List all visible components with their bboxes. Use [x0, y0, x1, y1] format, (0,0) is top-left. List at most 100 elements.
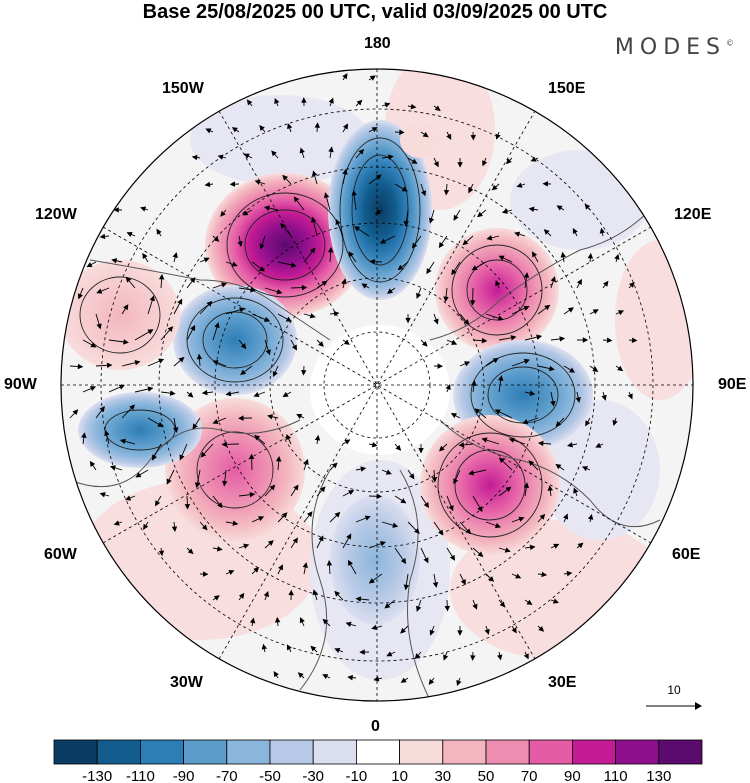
wind-vector-head — [322, 674, 329, 680]
wind-vector-head — [481, 437, 488, 443]
wind-vector-head — [471, 265, 478, 271]
wind-vector-head — [135, 472, 142, 478]
wind-vector-head — [414, 653, 421, 660]
wind-vector-head — [523, 305, 530, 311]
wind-vector-head — [468, 470, 475, 476]
wind-vector-head — [106, 362, 113, 369]
wind-vector-head — [346, 533, 352, 540]
wind-vector-head — [169, 390, 176, 396]
wind-vector-head — [303, 458, 309, 465]
wind-vector-head — [221, 441, 227, 448]
wind-vector-head — [123, 304, 129, 311]
wind-vector-head — [344, 439, 351, 445]
wind-vector-head — [200, 451, 207, 458]
wind-vector-head — [577, 542, 584, 549]
wind-vector-head — [569, 367, 576, 373]
wind-vector-head — [342, 73, 348, 80]
wind-vector-head — [617, 365, 624, 372]
wind-vector-head — [410, 103, 417, 110]
wind-vector-head — [595, 442, 602, 448]
wind-vector-head — [310, 645, 317, 652]
wind-vector-head — [274, 97, 280, 105]
wind-vector-head — [282, 391, 289, 398]
wind-vector-head — [273, 670, 279, 678]
wind-vector-head — [351, 189, 357, 196]
wind-vector-head — [229, 181, 236, 187]
wind-vector-head — [178, 356, 185, 363]
colorbar-swatch — [96, 739, 141, 765]
wind-vector-head — [392, 522, 399, 528]
wind-vector-head — [457, 630, 463, 636]
wind-vector-head — [587, 252, 594, 259]
lon-label-0: 0 — [371, 718, 380, 735]
wind-vector-head — [158, 550, 165, 557]
wind-vector-head — [296, 413, 303, 419]
wind-vector-head — [202, 571, 209, 577]
colorbar-tick-label: -70 — [216, 768, 238, 783]
wind-vector-head — [240, 343, 247, 350]
wind-vector-head — [612, 419, 618, 426]
wind-vector-head — [497, 315, 504, 321]
wind-vector-head — [501, 208, 508, 214]
wind-vector-head — [544, 304, 551, 311]
wind-vector-head — [99, 233, 106, 240]
wind-vector-head — [456, 679, 462, 686]
wind-vector-head — [158, 273, 165, 280]
graticule — [61, 69, 693, 701]
wind-vector-head — [547, 485, 553, 492]
wind-vector-head — [560, 251, 566, 258]
colorbar-swatch — [399, 739, 444, 765]
wind-vector-head — [328, 146, 334, 153]
wind-vector-head — [582, 337, 589, 343]
wind-vector-head — [386, 288, 394, 294]
wind-vector-head — [537, 440, 544, 447]
wind-vector-head — [147, 329, 154, 335]
anomaly-alaska-high — [61, 260, 180, 370]
wind-vector-head — [254, 179, 261, 185]
wind-vector-head — [155, 500, 161, 507]
wind-vector-head — [358, 148, 365, 155]
colorbar-tick-label: 30 — [434, 768, 451, 783]
wind-vector-head — [249, 617, 256, 624]
wind-vector-head — [498, 255, 505, 261]
wind-vector-head — [192, 423, 198, 430]
wind-vector-head — [453, 214, 459, 221]
wind-vector-head — [397, 264, 404, 271]
wind-vector-head — [523, 482, 530, 489]
wind-vector-head — [156, 228, 162, 235]
colorbar-swatch — [572, 739, 617, 765]
wind-vector-head — [213, 595, 220, 601]
wind-vector-head — [360, 466, 367, 472]
wind-vector-head — [463, 319, 470, 325]
wind-vector-head — [471, 380, 477, 386]
wind-vector-head — [81, 432, 87, 439]
colorbar-swatch — [528, 739, 573, 765]
wind-vector-head — [514, 231, 521, 237]
wind-vector-head — [529, 544, 536, 551]
map-title: Base 25/08/2025 00 UTC, valid 03/09/2025… — [142, 1, 608, 23]
wind-vector-head — [465, 528, 472, 535]
wind-vector-head — [618, 310, 625, 316]
wind-vector-head — [449, 554, 456, 561]
wind-vector-head — [214, 322, 220, 329]
wind-vector-head — [379, 541, 386, 547]
wind-vector-head — [401, 186, 408, 192]
wind-vector-head — [494, 409, 501, 415]
wind-vector-head — [444, 605, 451, 612]
wind-vector-head — [474, 408, 481, 414]
wind-vector-head — [587, 513, 594, 520]
wind-vector-head — [239, 307, 246, 313]
wind-vector-head — [250, 287, 256, 293]
wind-vector-head — [443, 296, 449, 303]
wind-vector-head — [173, 427, 179, 434]
lon-label-90w: 90W — [4, 376, 37, 393]
polar-cap — [310, 325, 450, 455]
wind-vector-head — [559, 336, 566, 342]
wind-vector-head — [567, 442, 573, 448]
wind-vector-head — [458, 442, 465, 448]
wind-vector-head — [217, 502, 223, 509]
anomaly-bering-low — [328, 120, 432, 300]
wind-vector-head — [528, 206, 535, 212]
wind-vector-head — [495, 279, 501, 287]
wind-vector-head — [347, 674, 353, 681]
